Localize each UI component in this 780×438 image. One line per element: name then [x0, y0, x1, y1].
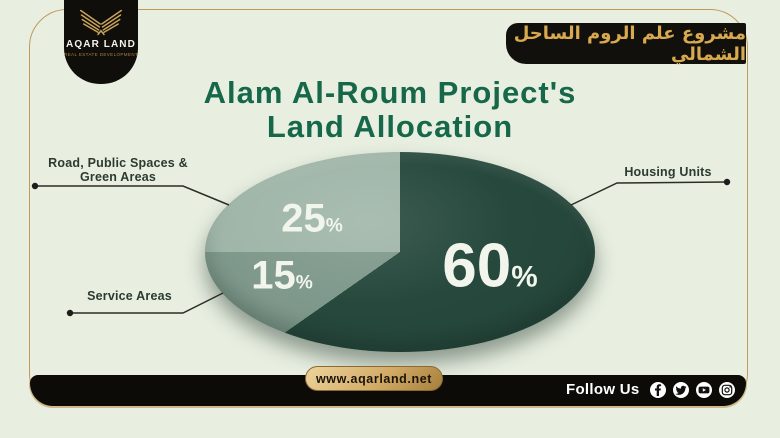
label-housing-units: Housing Units [624, 165, 712, 179]
road-label-line1: Road, Public Spaces & [48, 156, 188, 170]
youtube-icon[interactable] [695, 381, 712, 398]
instagram-icon[interactable] [718, 381, 735, 398]
follow-us-label: Follow Us [566, 381, 640, 398]
service-percent-value: 15 [251, 253, 296, 298]
land-allocation-pie-chart: 60% 25% 15% [205, 152, 595, 352]
title-line-1: Alam Al-Roum Project's [203, 75, 577, 110]
logo-name: AQAR LAND [66, 39, 136, 50]
pie-value-service: 15% [251, 254, 313, 299]
housing-percent-value: 60 [442, 231, 512, 301]
housing-percent-sign: % [511, 260, 538, 294]
pie-value-housing: 60% [442, 231, 537, 302]
facebook-icon[interactable] [649, 381, 666, 398]
website-link-pill[interactable]: www.aqarland.net [305, 366, 443, 391]
social-follow-group: Follow Us [566, 381, 735, 398]
aqar-land-logo-badge: AQAR LAND REAL ESTATE DEVELOPMENT [64, 0, 138, 84]
arabic-project-banner: مشروع علم الروم الساحل الشمالي [506, 22, 746, 65]
website-url: www.aqarland.net [315, 371, 433, 386]
road-percent-value: 25 [281, 196, 326, 241]
wings-logo-icon [80, 9, 122, 36]
service-percent-sign: % [295, 272, 313, 294]
page-title: Alam Al-Roum Project's Land Allocation [0, 76, 780, 144]
twitter-icon[interactable] [672, 381, 689, 398]
label-service-areas: Service Areas [87, 289, 172, 303]
arabic-project-title: مشروع علم الروم الساحل الشمالي [513, 22, 746, 65]
label-road-public-spaces: Road, Public Spaces & Green Areas [28, 156, 208, 184]
road-label-line2: Green Areas [79, 170, 157, 184]
logo-tagline: REAL ESTATE DEVELOPMENT [64, 52, 139, 57]
pie-value-road: 25% [281, 197, 343, 242]
road-percent-sign: % [325, 215, 343, 237]
title-line-2: Land Allocation [266, 109, 514, 144]
